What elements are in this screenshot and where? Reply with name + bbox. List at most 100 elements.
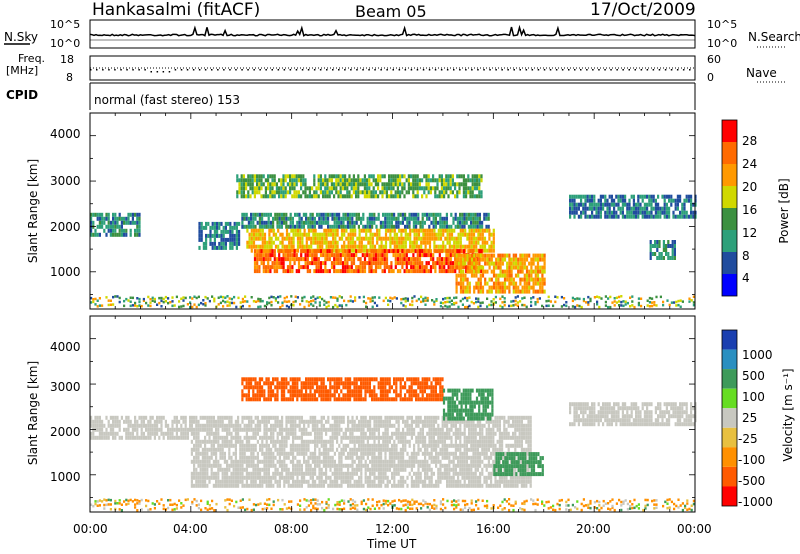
velocity-cell	[320, 423, 323, 428]
power-cell	[438, 190, 441, 195]
power-cell-ground	[666, 299, 669, 302]
velocity-cell	[410, 455, 413, 460]
power-cell-ground	[653, 301, 656, 304]
power-cell	[222, 225, 225, 230]
power-cell	[377, 261, 380, 266]
power-cell	[114, 228, 117, 233]
velocity-cell	[254, 475, 257, 480]
power-cell-ground	[118, 300, 121, 304]
velocity-cell	[375, 475, 378, 480]
velocity-cell	[300, 443, 303, 448]
velocity-cell	[272, 443, 275, 448]
power-cell	[269, 194, 272, 199]
power-cell	[335, 174, 338, 179]
power-cell	[462, 190, 465, 195]
velocity-cell	[320, 467, 323, 472]
power-cell	[478, 261, 481, 266]
power-cell	[388, 224, 391, 229]
power-cell	[267, 174, 270, 179]
power-cell	[282, 269, 285, 274]
velocity-cell	[289, 451, 292, 456]
power-cell	[396, 182, 399, 187]
power-cell	[320, 224, 323, 229]
velocity-cell	[237, 415, 240, 420]
power-cell	[384, 212, 387, 217]
power-cell-ground	[167, 301, 170, 305]
power-cell	[327, 228, 330, 233]
velocity-cell	[223, 471, 226, 476]
power-cell	[270, 236, 273, 241]
velocity-cell	[386, 467, 389, 472]
power-cell	[525, 289, 529, 294]
power-cell	[385, 186, 388, 191]
velocity-cell	[127, 423, 130, 428]
power-cell-ground	[389, 299, 392, 303]
power-cell	[295, 182, 298, 187]
velocity-cell	[107, 431, 110, 436]
velocity-cell	[298, 463, 301, 468]
power-cell-ground	[285, 300, 288, 303]
velocity-cell	[410, 423, 413, 428]
velocity-cell	[371, 443, 374, 448]
velocity-cell	[263, 455, 266, 460]
power-cell	[341, 249, 345, 254]
power-cell	[440, 269, 444, 274]
power-cell-ground	[323, 303, 326, 306]
power-cell	[313, 224, 316, 229]
freq-dot	[271, 69, 273, 71]
power-cell	[339, 261, 342, 266]
power-cell	[444, 244, 447, 249]
power-cell	[258, 269, 261, 274]
power-cell	[238, 178, 241, 183]
power-cell	[569, 202, 572, 207]
freq-dot	[356, 69, 358, 71]
power-cell	[610, 214, 613, 219]
velocity-cell	[112, 415, 115, 420]
velocity-cell	[263, 459, 266, 464]
velocity-cell	[369, 459, 372, 464]
power-cell	[270, 244, 273, 249]
power-cell	[408, 216, 411, 221]
power-cell-ground	[283, 296, 286, 300]
velocity-cell	[287, 427, 290, 432]
power-cell	[284, 178, 287, 183]
power-cell	[319, 190, 322, 195]
freq-dot	[235, 69, 237, 71]
velocity-cell	[331, 463, 334, 468]
velocity-cell	[404, 423, 407, 428]
power-cell	[358, 228, 361, 233]
velocity-cell	[278, 455, 281, 460]
velocity-cell	[281, 467, 284, 472]
velocity-cell	[388, 467, 391, 472]
velocity-cell	[201, 427, 204, 432]
power-cell	[319, 186, 322, 191]
power-cell	[284, 249, 287, 254]
velocity-cell	[285, 467, 288, 472]
power-cell	[385, 257, 389, 262]
power-cell-ground	[532, 296, 535, 299]
power-cell-ground	[624, 300, 627, 303]
power-cell	[468, 232, 471, 237]
velocity-cell	[239, 447, 242, 452]
power-cell	[657, 194, 660, 199]
power-cell	[289, 249, 292, 254]
velocity-cell	[358, 435, 361, 440]
power-cell	[347, 232, 350, 237]
power-cell	[412, 212, 415, 217]
velocity-cell	[314, 479, 317, 484]
power-cell	[521, 261, 524, 266]
freq-dot	[307, 69, 310, 71]
power-cell	[297, 194, 300, 199]
velocity-cell	[248, 455, 251, 460]
velocity-cell	[245, 443, 248, 448]
power-cell	[311, 216, 314, 221]
power-cell	[293, 261, 296, 266]
power-cell	[412, 257, 415, 262]
velocity-cell	[395, 447, 398, 452]
power-cell	[506, 253, 509, 258]
power-cell-ground	[646, 299, 649, 302]
velocity-cell	[98, 427, 101, 432]
power-cell	[588, 206, 591, 211]
power-cell	[322, 220, 325, 225]
power-cell	[588, 214, 591, 219]
